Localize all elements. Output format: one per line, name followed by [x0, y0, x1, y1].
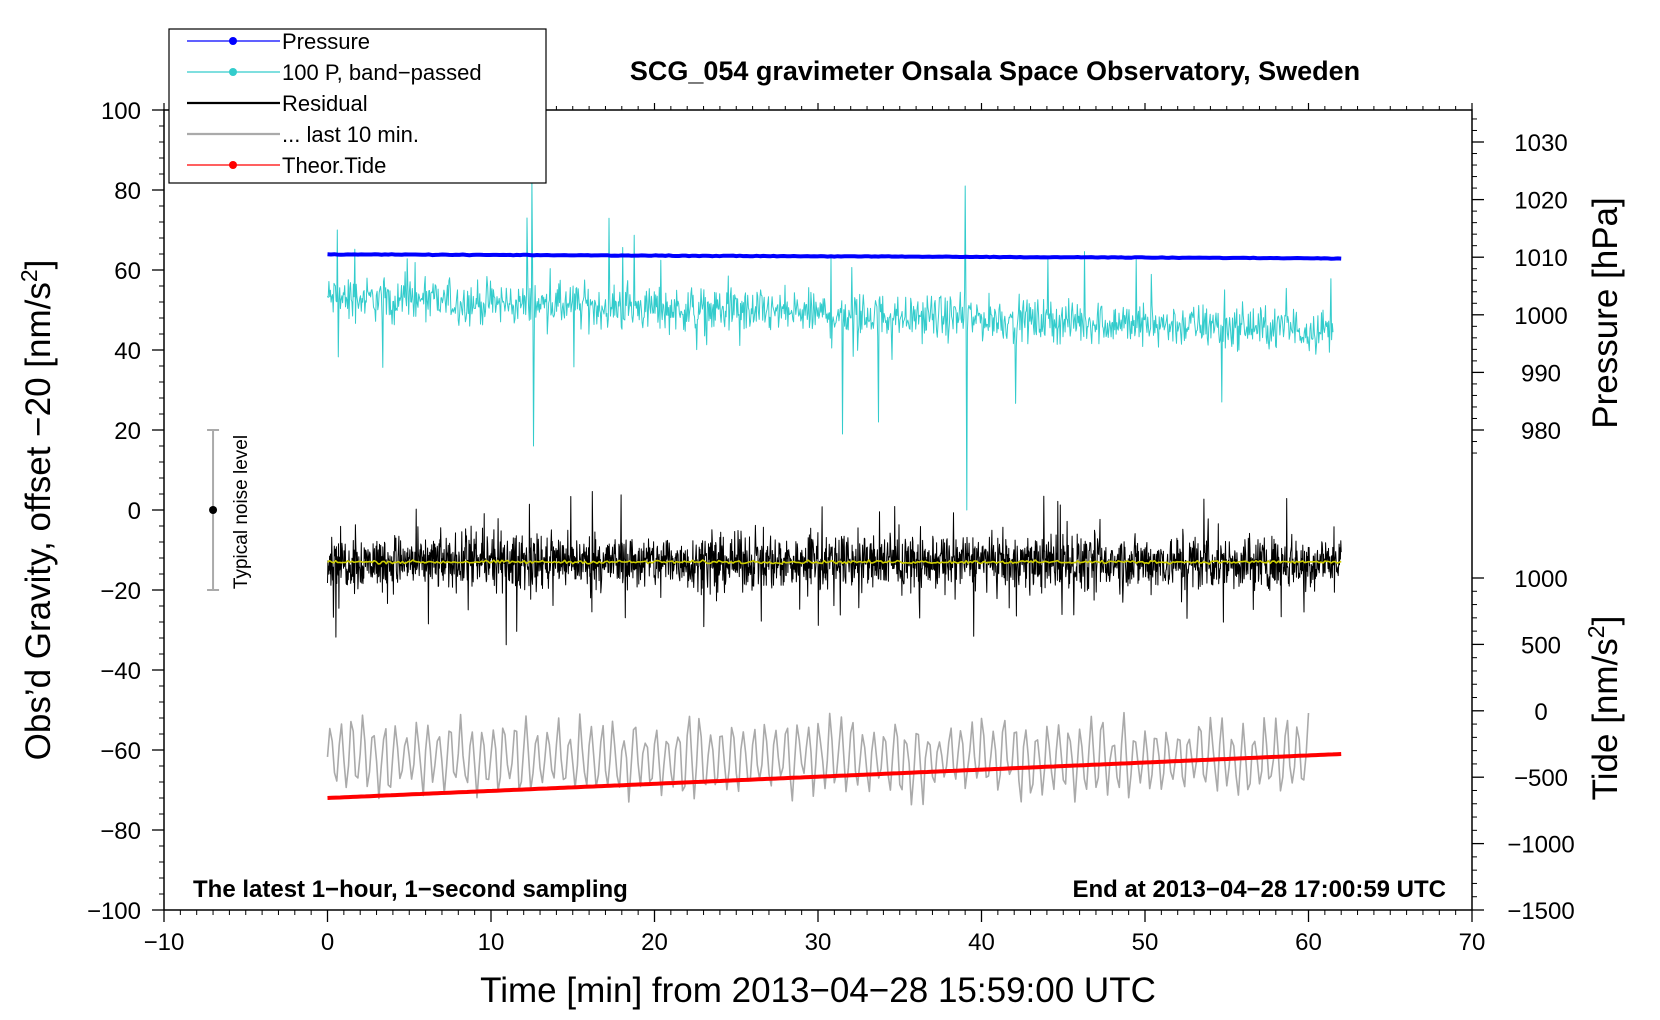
legend-label: ... last 10 min. — [282, 122, 419, 147]
legend-label: Theor.Tide — [282, 153, 386, 178]
y-tick-label: 40 — [114, 338, 141, 365]
tide-tick-label: −1000 — [1507, 832, 1574, 859]
y-axis-label-pressure: Pressure [hPa] — [1586, 197, 1625, 429]
series-pressure — [327, 252, 1342, 261]
series-layer — [326, 177, 1342, 806]
y-tick-label: −80 — [100, 818, 141, 845]
legend-marker — [229, 68, 237, 76]
pressure-tick-label: 1000 — [1514, 303, 1567, 330]
y-tick-label: 100 — [101, 98, 141, 125]
y-tick-label: −20 — [100, 578, 141, 605]
series-residual — [327, 491, 1342, 646]
legend-marker — [229, 37, 237, 45]
chart-title: SCG_054 gravimeter Onsala Space Observat… — [630, 56, 1360, 86]
y-tick-label: 0 — [128, 498, 141, 525]
footer-end-time: End at 2013−04−28 17:00:59 UTC — [1072, 876, 1446, 903]
x-tick-label: 40 — [968, 929, 995, 956]
noise-level-label: Typical noise level — [231, 435, 252, 589]
legend-marker — [229, 161, 237, 169]
series-band-passed-pressure — [327, 177, 1334, 511]
tide-tick-label: 500 — [1521, 632, 1561, 659]
y-tick-label: −40 — [100, 658, 141, 685]
y-tick-label: 20 — [114, 418, 141, 445]
legend-label: Residual — [282, 91, 368, 116]
legend-box — [168, 28, 547, 184]
x-tick-label: 60 — [1295, 929, 1322, 956]
x-tick-label: 70 — [1459, 929, 1486, 956]
pressure-tick-label: 1020 — [1514, 188, 1567, 215]
noise-bar-center-dot — [209, 506, 218, 514]
x-tick-label: 20 — [641, 929, 668, 956]
y-tick-label: 60 — [114, 258, 141, 285]
pressure-tick-label: 990 — [1521, 360, 1561, 387]
pressure-tick-label: 980 — [1521, 418, 1561, 445]
y-tick-label: −60 — [100, 738, 141, 765]
pressure-tick-label: 1010 — [1514, 245, 1567, 272]
series-last-10-min — [326, 711, 1310, 806]
x-tick-label: 50 — [1132, 929, 1159, 956]
y-tick-label: −100 — [87, 898, 141, 925]
legend-label: 100 P, band−passed — [282, 60, 482, 85]
footer-sampling-note: The latest 1−hour, 1−second sampling — [193, 876, 628, 903]
x-tick-label: 0 — [321, 929, 334, 956]
x-tick-label: 30 — [805, 929, 832, 956]
x-axis-label: Time [min] from 2013−04−28 15:59:00 UTC — [480, 971, 1156, 1010]
plot-frame — [163, 109, 1473, 911]
axis-ticks: −10 0 10 20 30 40 50 60 70100806040200−20−40−60−… — [87, 98, 1575, 956]
legend-label: Pressure — [282, 29, 370, 54]
legend: Pressure 100 P, band−passed Residual ... la… — [168, 28, 547, 184]
tide-tick-label: −500 — [1514, 765, 1568, 792]
x-tick-label: 10 — [478, 929, 505, 956]
tide-tick-label: 0 — [1534, 699, 1547, 726]
series-residual-smoothed — [327, 559, 1342, 565]
tide-tick-label: 1000 — [1514, 566, 1567, 593]
tide-tick-label: −1500 — [1507, 898, 1574, 925]
y-axis-label-gravity: Obs’d Gravity, offset −20 [nm/s2] — [16, 260, 58, 761]
y-axis-label-tide: Tide [nm/s2] — [1583, 616, 1625, 801]
pressure-tick-label: 1030 — [1514, 130, 1567, 157]
y-tick-label: 80 — [114, 178, 141, 205]
x-tick-label: −10 — [144, 929, 185, 956]
series-theoretical-tide — [327, 752, 1342, 800]
noise-level-indicator — [207, 429, 220, 591]
